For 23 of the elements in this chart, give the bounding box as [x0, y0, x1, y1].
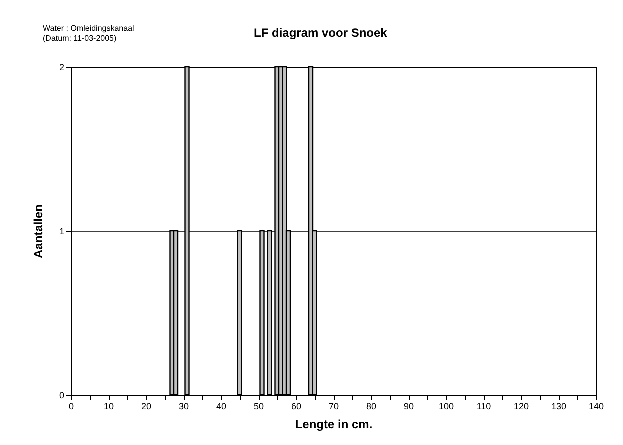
chart-title: LF diagram voor Snoek	[254, 26, 388, 40]
x-tick-label: 20	[141, 402, 152, 412]
x-tick-label: 30	[178, 402, 190, 412]
x-axis-title: Lengte in cm.	[295, 418, 373, 432]
text: (Datum: 11-03-2005)	[43, 34, 117, 43]
x-tick-label: 120	[514, 402, 530, 412]
text: Water : Omleidingskanaal	[43, 24, 135, 33]
x-tick-label: 100	[438, 402, 454, 412]
x-tick-label: 70	[328, 402, 340, 412]
y-axis-title: Aantallen	[31, 204, 46, 259]
y-tick-label: 0	[59, 390, 64, 400]
x-tick-label: 130	[551, 402, 567, 412]
x-tick-label: 50	[254, 402, 264, 412]
x-tick-label: 90	[404, 402, 414, 412]
y-tick-label: 1	[59, 226, 64, 236]
x-tick-label: 80	[366, 402, 377, 412]
x-tick-label: 0	[68, 402, 74, 412]
x-tick-label: 10	[104, 402, 114, 412]
x-tick-label: 140	[588, 402, 604, 412]
y-tick-label: 2	[59, 62, 64, 72]
x-tick-label: 40	[216, 402, 227, 412]
x-tick-label: 60	[291, 402, 302, 412]
x-tick-label: 110	[476, 402, 492, 412]
